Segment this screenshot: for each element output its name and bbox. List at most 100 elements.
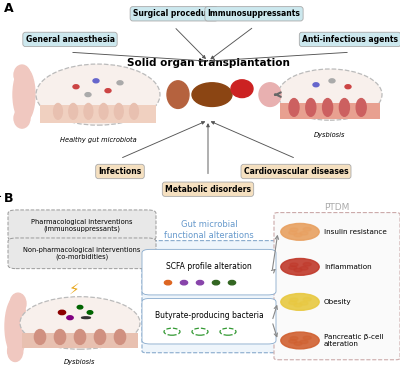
Ellipse shape	[5, 297, 27, 356]
Circle shape	[300, 266, 308, 270]
FancyBboxPatch shape	[142, 241, 276, 353]
Text: A: A	[4, 2, 14, 15]
Ellipse shape	[69, 103, 78, 119]
Circle shape	[300, 301, 308, 305]
Text: Solid organ transplantation: Solid organ transplantation	[126, 58, 290, 68]
FancyBboxPatch shape	[8, 238, 156, 269]
Circle shape	[36, 64, 160, 125]
Circle shape	[300, 231, 308, 235]
Text: PTDM: PTDM	[324, 203, 350, 212]
Ellipse shape	[231, 80, 253, 97]
Bar	[22, 334, 138, 348]
Ellipse shape	[85, 93, 91, 97]
Circle shape	[290, 263, 298, 266]
Ellipse shape	[259, 83, 281, 107]
Circle shape	[20, 297, 140, 349]
Text: ⚡: ⚡	[69, 282, 79, 297]
Ellipse shape	[329, 79, 335, 83]
Circle shape	[294, 303, 302, 307]
Text: Cardiovascular diseases: Cardiovascular diseases	[244, 167, 348, 176]
Ellipse shape	[34, 330, 46, 345]
Circle shape	[300, 340, 308, 343]
Ellipse shape	[54, 103, 62, 119]
Ellipse shape	[84, 103, 93, 119]
Ellipse shape	[67, 316, 73, 320]
Circle shape	[290, 228, 298, 231]
Circle shape	[303, 227, 311, 231]
Text: Insulin resistance: Insulin resistance	[324, 229, 387, 235]
Circle shape	[278, 69, 382, 120]
Ellipse shape	[94, 330, 106, 345]
Text: Surgical procedure: Surgical procedure	[133, 9, 215, 18]
Circle shape	[289, 231, 297, 234]
Ellipse shape	[289, 99, 299, 116]
Text: Dysbiosis: Dysbiosis	[64, 359, 96, 365]
Text: Inflammation: Inflammation	[324, 264, 372, 270]
Ellipse shape	[180, 280, 188, 285]
Ellipse shape	[99, 103, 108, 119]
Ellipse shape	[167, 81, 189, 108]
Ellipse shape	[196, 280, 204, 285]
Ellipse shape	[10, 293, 26, 314]
Circle shape	[303, 336, 311, 339]
Circle shape	[281, 293, 319, 310]
Ellipse shape	[313, 83, 319, 87]
Text: Obesity: Obesity	[324, 299, 352, 305]
Ellipse shape	[114, 103, 123, 119]
Ellipse shape	[82, 317, 90, 319]
Ellipse shape	[130, 103, 138, 119]
Text: Anti-infectious agents: Anti-infectious agents	[302, 35, 398, 44]
Circle shape	[281, 258, 319, 275]
FancyBboxPatch shape	[274, 212, 400, 360]
Ellipse shape	[105, 89, 111, 93]
Circle shape	[294, 233, 302, 237]
Ellipse shape	[93, 79, 99, 83]
Text: Metabolic disorders: Metabolic disorders	[165, 185, 251, 194]
Circle shape	[290, 298, 298, 301]
Bar	[280, 103, 380, 119]
Text: Pancreatic β-cell
alteration: Pancreatic β-cell alteration	[324, 334, 384, 347]
FancyBboxPatch shape	[142, 249, 276, 295]
Text: Infections: Infections	[98, 167, 142, 176]
Ellipse shape	[8, 341, 23, 361]
Ellipse shape	[117, 81, 123, 85]
Bar	[40, 105, 156, 123]
Ellipse shape	[14, 108, 30, 128]
Circle shape	[294, 342, 302, 345]
Text: Pharmacological interventions
(immunosuppressants): Pharmacological interventions (immunosup…	[31, 219, 133, 232]
Text: Gut microbial
functional alterations: Gut microbial functional alterations	[164, 220, 254, 240]
Text: Dysbiosis: Dysbiosis	[314, 132, 346, 138]
Text: B: B	[4, 192, 14, 204]
Ellipse shape	[339, 99, 350, 116]
Text: Butyrate-producing bacteria: Butyrate-producing bacteria	[155, 311, 263, 320]
Ellipse shape	[212, 280, 220, 285]
Ellipse shape	[58, 310, 66, 315]
Ellipse shape	[192, 83, 232, 107]
Circle shape	[289, 339, 297, 343]
Ellipse shape	[87, 311, 93, 314]
Circle shape	[281, 223, 319, 240]
Ellipse shape	[114, 330, 126, 345]
Ellipse shape	[13, 67, 35, 122]
FancyBboxPatch shape	[142, 299, 276, 344]
FancyBboxPatch shape	[8, 210, 156, 241]
Ellipse shape	[77, 306, 83, 309]
Ellipse shape	[164, 280, 172, 285]
Text: Healthy gut microbiota: Healthy gut microbiota	[60, 137, 136, 143]
Ellipse shape	[14, 65, 30, 85]
Circle shape	[289, 301, 297, 304]
Ellipse shape	[228, 280, 236, 285]
Circle shape	[303, 297, 311, 301]
Text: SCFA profile alteration: SCFA profile alteration	[166, 262, 252, 272]
Ellipse shape	[356, 99, 366, 116]
Ellipse shape	[306, 99, 316, 116]
Circle shape	[303, 262, 311, 266]
Text: Immunosuppressants: Immunosuppressants	[208, 9, 300, 18]
Ellipse shape	[73, 85, 79, 89]
Ellipse shape	[74, 330, 86, 345]
Ellipse shape	[322, 99, 332, 116]
Ellipse shape	[54, 330, 66, 345]
Text: Non-pharmacological interventions
(co-morbidities): Non-pharmacological interventions (co-mo…	[23, 247, 141, 260]
Circle shape	[281, 332, 319, 349]
Circle shape	[289, 266, 297, 269]
